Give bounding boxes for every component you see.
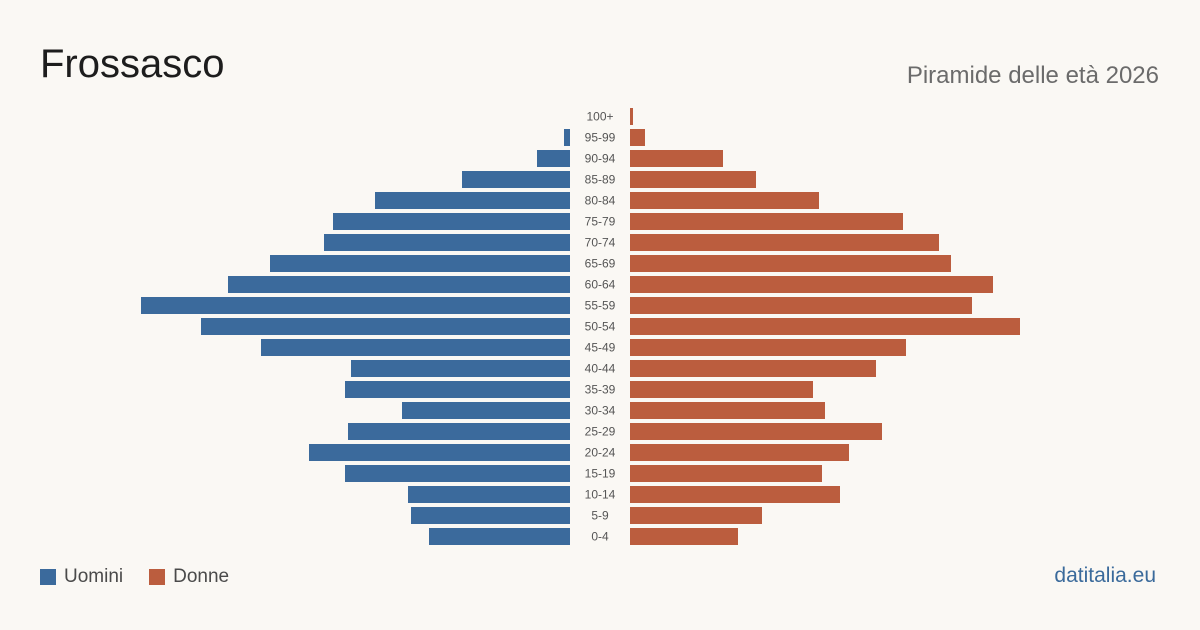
bar-female-20-24 [630,444,849,461]
age-group-label: 80-84 [585,194,616,208]
age-group-label: 5-9 [591,509,609,523]
bar-female-5-9 [630,507,762,524]
bar-male-65-69 [270,255,570,272]
bar-male-40-44 [351,360,570,377]
age-group-label: 75-79 [585,215,616,229]
age-group-label: 100+ [586,110,613,124]
bar-male-55-59 [141,297,570,314]
age-group-label: 85-89 [585,173,616,187]
age-group-label: 30-34 [585,404,616,418]
bar-female-60-64 [630,276,993,293]
legend-swatch-female [149,569,166,585]
chart-subtitle: Piramide delle età 2026 [906,62,1159,89]
bar-female-95-99 [630,129,645,146]
age-group-label: 90-94 [585,152,616,166]
page-title: Frossasco [40,42,225,86]
age-group-label: 65-69 [585,257,616,271]
bar-male-85-89 [462,171,570,188]
bar-female-65-69 [630,255,951,272]
bar-female-50-54 [630,318,1020,335]
bar-female-40-44 [630,360,876,377]
legend-item-male: Uomini [40,566,123,588]
age-group-label: 50-54 [585,320,616,334]
age-group-label: 10-14 [585,488,616,502]
bar-female-0-4 [630,528,738,545]
bar-male-10-14 [408,486,570,503]
bar-female-25-29 [630,423,882,440]
age-group-label: 95-99 [585,131,616,145]
age-group-label: 35-39 [585,383,616,397]
bar-male-70-74 [324,234,570,251]
age-group-label: 60-64 [585,278,616,292]
chart-legend: Uomini Donne [40,566,229,588]
bar-male-90-94 [537,150,570,167]
age-group-label: 45-49 [585,341,616,355]
bar-female-85-89 [630,171,756,188]
bar-male-50-54 [201,318,570,335]
legend-label-female: Donne [173,566,230,587]
bar-female-70-74 [630,234,939,251]
bar-female-90-94 [630,150,723,167]
age-group-label: 20-24 [585,446,616,460]
age-group-label: 0-4 [591,530,609,544]
bar-male-95-99 [564,129,570,146]
bar-female-15-19 [630,465,822,482]
bar-female-30-34 [630,402,825,419]
age-group-label: 15-19 [585,467,616,481]
bar-female-35-39 [630,381,813,398]
bar-male-30-34 [402,402,570,419]
bar-male-0-4 [429,528,570,545]
bar-male-60-64 [228,276,570,293]
source-link[interactable]: datitalia.eu [1054,564,1156,587]
age-group-label: 40-44 [585,362,616,376]
age-group-label: 70-74 [585,236,616,250]
age-group-label: 25-29 [585,425,616,439]
bar-female-10-14 [630,486,840,503]
bar-female-55-59 [630,297,972,314]
bar-female-45-49 [630,339,906,356]
bar-male-35-39 [345,381,570,398]
bar-male-25-29 [348,423,570,440]
legend-item-female: Donne [149,566,229,588]
bar-female-80-84 [630,192,819,209]
bar-female-75-79 [630,213,903,230]
bar-male-75-79 [333,213,570,230]
legend-label-male: Uomini [64,566,124,587]
bar-male-45-49 [261,339,570,356]
bar-female-100+ [630,108,633,125]
bar-male-5-9 [411,507,570,524]
bar-male-20-24 [309,444,570,461]
age-group-label: 55-59 [585,299,616,313]
bar-male-80-84 [375,192,570,209]
bar-male-15-19 [345,465,570,482]
legend-swatch-male [40,569,56,585]
